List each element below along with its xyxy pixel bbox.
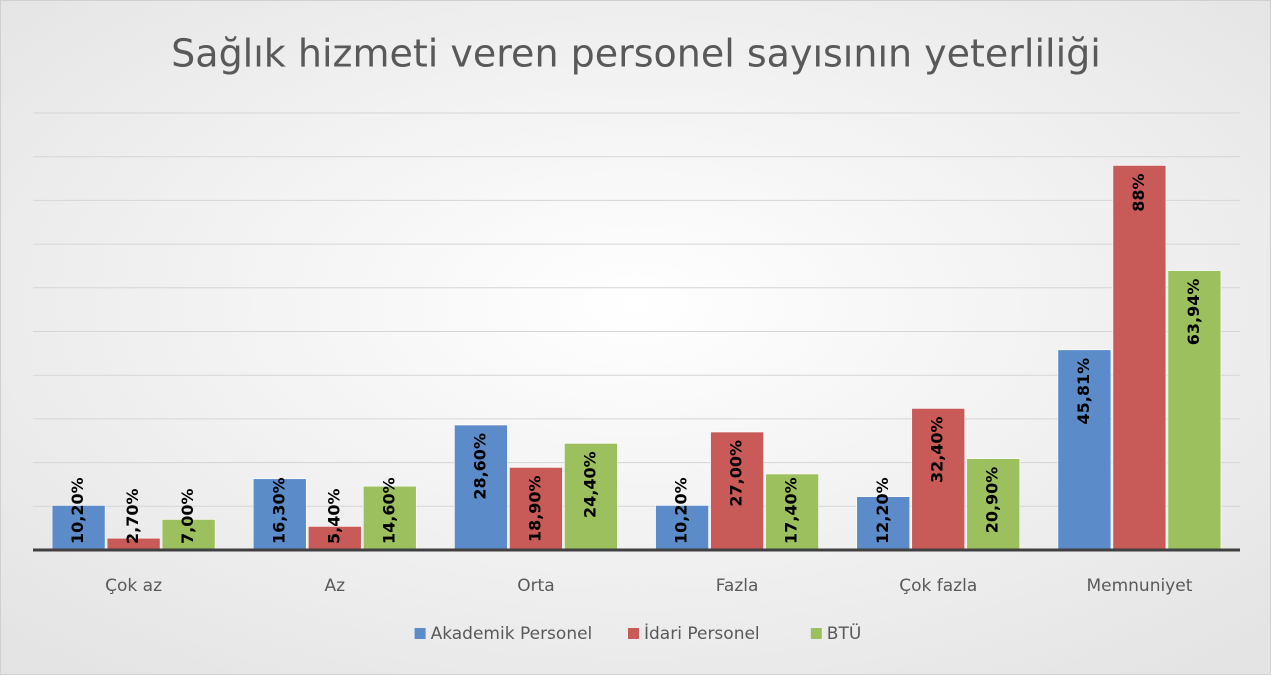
data-label: 24,40%: [580, 451, 599, 518]
chart-title: Sağlık hizmeti veren personel sayısının …: [171, 32, 1101, 76]
legend-label: BTÜ: [827, 622, 862, 644]
bar: [1057, 349, 1112, 551]
data-label: 45,81%: [1074, 358, 1093, 425]
legend-label: Akademik Personel: [431, 624, 593, 644]
data-label: 10,20%: [672, 477, 691, 544]
bar: [710, 431, 764, 551]
data-label: 17,40%: [782, 477, 801, 544]
data-label: 5,40%: [324, 488, 343, 544]
bar: [1167, 270, 1222, 551]
data-label: 20,90%: [983, 467, 1002, 534]
bar: [362, 485, 417, 551]
legend-swatch: [628, 628, 639, 639]
bar: [454, 424, 508, 551]
bar: [51, 505, 106, 551]
bar: [161, 519, 216, 551]
data-label: 12,20%: [873, 477, 892, 544]
data-label: 18,90%: [525, 475, 544, 542]
data-label: 63,94%: [1184, 279, 1203, 346]
bar: [966, 458, 1021, 551]
x-tick-label: Çok fazla: [899, 576, 977, 596]
bar: [911, 408, 966, 551]
bar: [509, 467, 563, 551]
x-tick-label: Fazla: [716, 576, 759, 596]
bar: [1112, 165, 1167, 551]
bar: [655, 505, 709, 551]
x-tick-label: Memnuniyet: [1086, 576, 1192, 596]
data-label: 14,60%: [379, 477, 398, 544]
legend-label: İdari Personel: [644, 623, 760, 644]
data-label: 7,00%: [178, 488, 197, 544]
bar: [856, 496, 911, 551]
legend-swatch: [414, 628, 426, 639]
x-tick-label: Çok az: [105, 576, 162, 596]
x-tick-label: Az: [324, 576, 345, 596]
legend-swatch: [810, 628, 822, 639]
data-label: 10,20%: [68, 477, 87, 544]
bar: [765, 473, 819, 551]
data-label: 27,00%: [727, 440, 746, 507]
data-label: 16,30%: [269, 477, 288, 544]
data-label: 88%: [1129, 173, 1148, 211]
bar: [252, 478, 307, 551]
x-tick-label: Orta: [517, 576, 554, 596]
data-label: 32,40%: [928, 416, 947, 483]
bar: [564, 443, 618, 551]
data-label: 28,60%: [470, 433, 489, 500]
data-label: 2,70%: [123, 488, 142, 544]
